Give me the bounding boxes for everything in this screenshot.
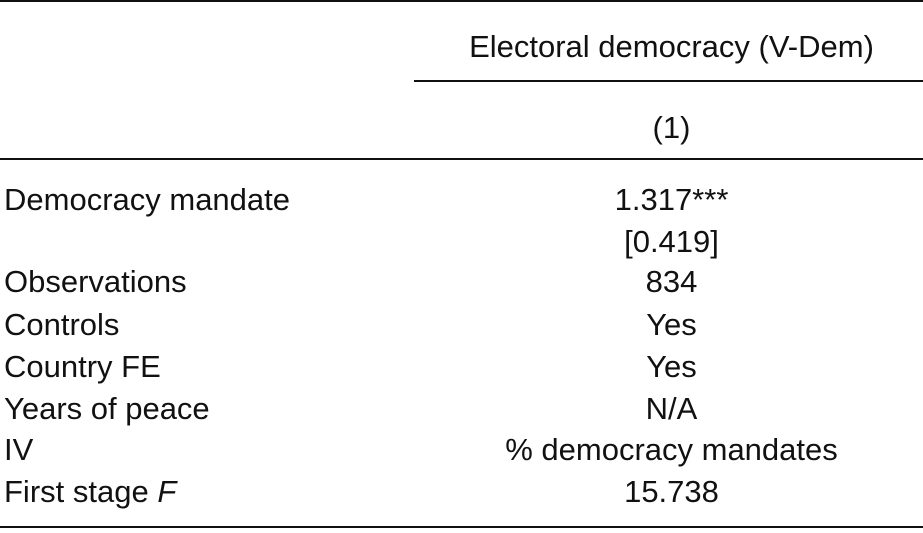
row-value-years-of-peace: N/A (645, 391, 698, 426)
row-label-years-of-peace: Years of peace (4, 391, 210, 426)
row-value-observations: 834 (645, 264, 698, 299)
first-stage-text: First stage (4, 474, 149, 509)
column-number: (1) (652, 110, 691, 145)
row-label-democracy-mandate: Democracy mandate (4, 182, 291, 217)
top-rule (0, 0, 923, 2)
mid-rule (0, 158, 923, 160)
row-label-iv: IV (4, 432, 34, 467)
row-value-democracy-mandate: 1.317*** (614, 182, 729, 217)
row-label-country-fe: Country FE (4, 349, 161, 384)
row-label-observations: Observations (4, 264, 187, 299)
bottom-rule (0, 526, 923, 528)
row-label-controls: Controls (4, 307, 120, 342)
row-value-first-stage-f: 15.738 (624, 474, 719, 509)
header-underline (414, 80, 923, 82)
row-se-democracy-mandate: [0.419] (624, 224, 719, 259)
row-value-controls: Yes (646, 307, 697, 342)
row-label-first-stage-f: First stage F (4, 472, 176, 512)
row-value-iv: % democracy mandates (505, 432, 838, 467)
row-value-country-fe: Yes (646, 349, 697, 384)
first-stage-f-symbol: F (157, 474, 177, 509)
dependent-variable-header: Electoral democracy (V-Dem) (469, 29, 874, 64)
